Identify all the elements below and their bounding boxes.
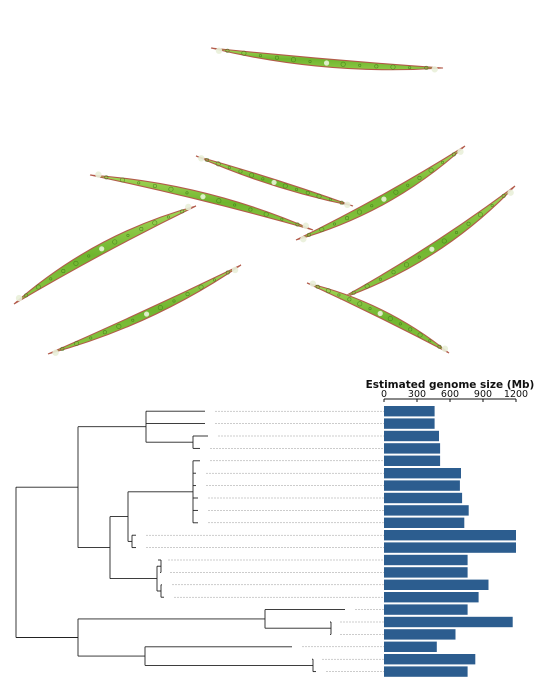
x-axis: 0 300 600 900 1200 xyxy=(381,389,528,402)
bar xyxy=(384,579,489,590)
algae-cell xyxy=(13,203,197,305)
bar xyxy=(384,554,468,566)
x-tick-label: 0 xyxy=(381,389,387,400)
bar xyxy=(384,505,469,516)
algae-cell xyxy=(89,171,314,231)
bar xyxy=(384,654,476,665)
x-axis-title: Estimated genome size (Mb) xyxy=(366,379,534,391)
bar xyxy=(384,616,513,628)
x-tick-label: 300 xyxy=(408,389,426,400)
bar xyxy=(384,443,441,454)
bar xyxy=(384,530,516,541)
bar xyxy=(384,592,479,603)
bar xyxy=(384,542,516,553)
bar xyxy=(384,455,441,466)
bars xyxy=(384,406,516,677)
bar xyxy=(384,604,468,615)
algae-cells-illustration xyxy=(13,47,516,356)
bar xyxy=(384,468,461,479)
leader-lines xyxy=(146,410,384,672)
bar xyxy=(384,517,465,528)
x-tick-label: 900 xyxy=(474,389,492,400)
phylogenetic-tree xyxy=(15,410,345,673)
algae-cell xyxy=(210,47,444,73)
algae-cell xyxy=(47,264,242,356)
bar xyxy=(384,418,435,429)
bar xyxy=(384,567,468,578)
algae-cell xyxy=(306,280,450,354)
bar xyxy=(384,430,439,442)
bar xyxy=(384,406,435,417)
x-tick-label: 1200 xyxy=(504,389,528,400)
bar xyxy=(384,492,463,504)
bar xyxy=(384,641,437,652)
bar xyxy=(384,480,460,491)
bar xyxy=(384,666,468,677)
genome-size-chart: Estimated genome size (Mb) 0 300 600 900 120… xyxy=(366,379,534,677)
algae-cell xyxy=(195,155,354,209)
bar xyxy=(384,629,456,640)
algae-cell xyxy=(295,145,466,243)
x-tick-label: 600 xyxy=(441,389,459,400)
